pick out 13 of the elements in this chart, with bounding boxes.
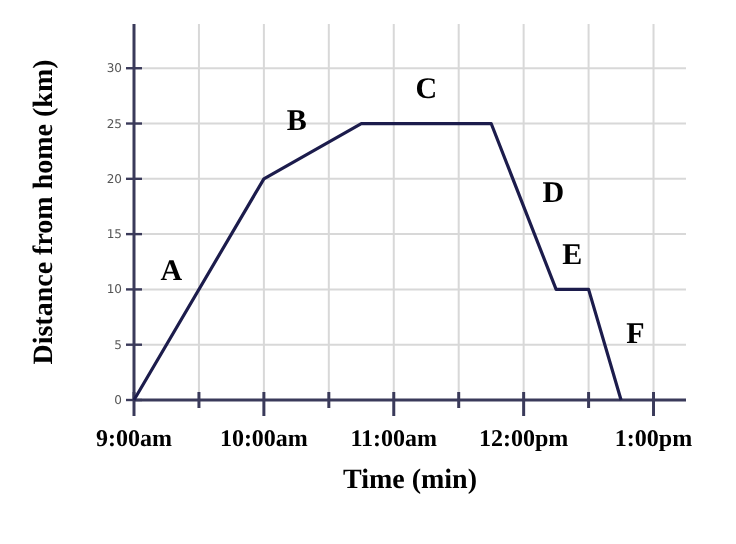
annotation: E (562, 240, 583, 273)
x-tick-label: 9:00am (96, 424, 172, 452)
x-tick-label: 12:00pm (478, 424, 569, 452)
x-tick-label: 1:00pm (614, 424, 693, 452)
annotation: F (626, 318, 645, 351)
x-axis-title: Time (min) (342, 466, 478, 496)
y-axis-title: Distance from home (km) (30, 58, 60, 365)
annotation: C (415, 74, 438, 107)
x-tick-label: 11:00am (350, 424, 438, 452)
annotation: D (542, 177, 565, 210)
x-tick-label: 10:00am (219, 424, 308, 452)
annotation: B (286, 106, 307, 139)
annotation: A (160, 256, 183, 289)
